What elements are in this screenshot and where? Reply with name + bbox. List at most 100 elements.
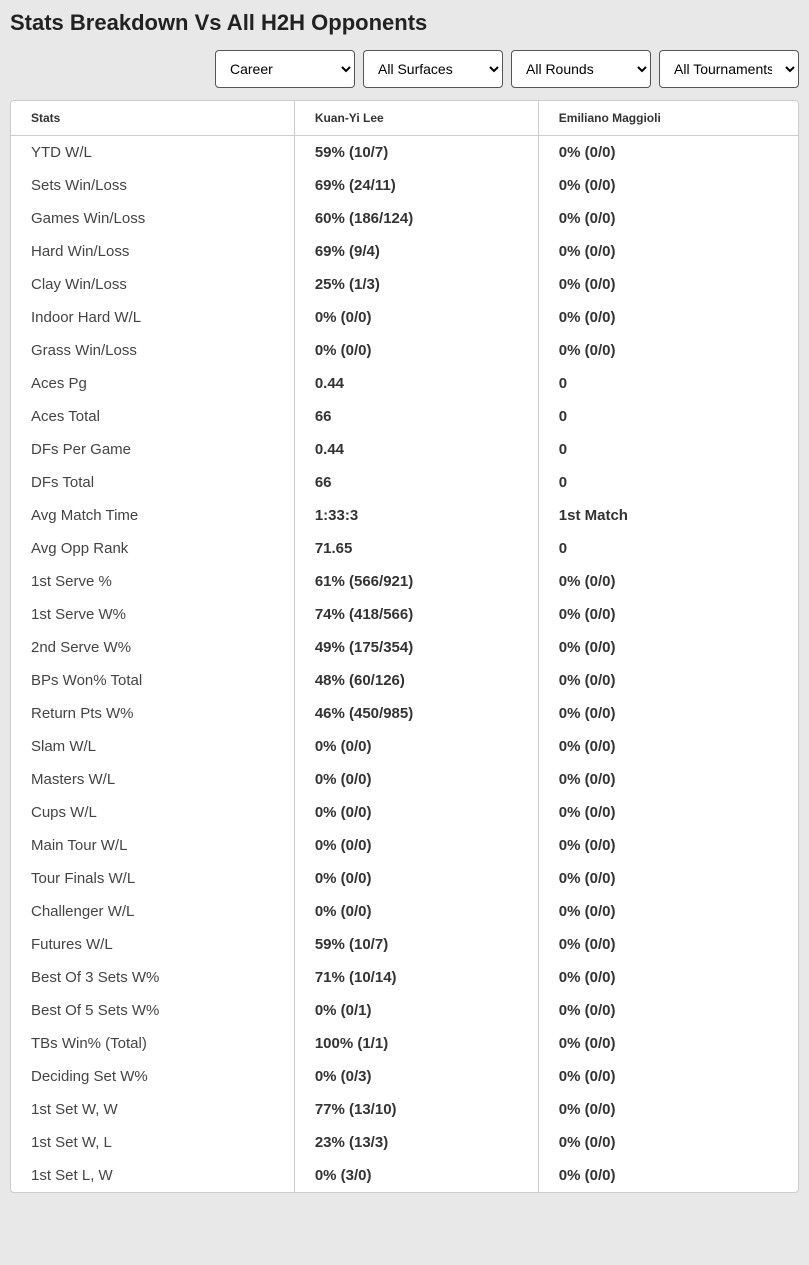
table-row: DFs Total660 bbox=[11, 466, 798, 499]
player2-value: 0% (0/0) bbox=[538, 301, 798, 334]
table-row: Masters W/L0% (0/0)0% (0/0) bbox=[11, 763, 798, 796]
table-row: Avg Opp Rank71.650 bbox=[11, 532, 798, 565]
player1-value: 61% (566/921) bbox=[294, 565, 538, 598]
player1-value: 0.44 bbox=[294, 433, 538, 466]
player1-value: 0.44 bbox=[294, 367, 538, 400]
table-row: Main Tour W/L0% (0/0)0% (0/0) bbox=[11, 829, 798, 862]
stat-label: Hard Win/Loss bbox=[11, 235, 294, 268]
player2-value: 0% (0/0) bbox=[538, 169, 798, 202]
player1-value: 60% (186/124) bbox=[294, 202, 538, 235]
player2-value: 0% (0/0) bbox=[538, 730, 798, 763]
table-row: Cups W/L0% (0/0)0% (0/0) bbox=[11, 796, 798, 829]
player1-value: 49% (175/354) bbox=[294, 631, 538, 664]
round-select[interactable]: All Rounds bbox=[511, 50, 651, 88]
stat-label: Sets Win/Loss bbox=[11, 169, 294, 202]
table-row: DFs Per Game0.440 bbox=[11, 433, 798, 466]
stat-label: Best Of 3 Sets W% bbox=[11, 961, 294, 994]
page-title: Stats Breakdown Vs All H2H Opponents bbox=[10, 10, 799, 36]
table-row: BPs Won% Total48% (60/126)0% (0/0) bbox=[11, 664, 798, 697]
player1-value: 0% (0/0) bbox=[294, 334, 538, 367]
player2-value: 0% (0/0) bbox=[538, 202, 798, 235]
stat-label: Clay Win/Loss bbox=[11, 268, 294, 301]
table-row: 1st Set L, W0% (3/0)0% (0/0) bbox=[11, 1159, 798, 1192]
player1-value: 0% (0/1) bbox=[294, 994, 538, 1027]
player2-value: 0% (0/0) bbox=[538, 631, 798, 664]
stat-label: Aces Total bbox=[11, 400, 294, 433]
period-select[interactable]: Career bbox=[215, 50, 355, 88]
player2-value: 0% (0/0) bbox=[538, 994, 798, 1027]
stat-label: Indoor Hard W/L bbox=[11, 301, 294, 334]
table-row: Games Win/Loss60% (186/124)0% (0/0) bbox=[11, 202, 798, 235]
player1-value: 77% (13/10) bbox=[294, 1093, 538, 1126]
player1-value: 0% (0/0) bbox=[294, 730, 538, 763]
table-row: Best Of 5 Sets W%0% (0/1)0% (0/0) bbox=[11, 994, 798, 1027]
player2-value: 0% (0/0) bbox=[538, 829, 798, 862]
player1-value: 0% (0/0) bbox=[294, 796, 538, 829]
player1-value: 0% (0/0) bbox=[294, 829, 538, 862]
surface-select[interactable]: All Surfaces bbox=[363, 50, 503, 88]
stat-label: Tour Finals W/L bbox=[11, 862, 294, 895]
stat-label: DFs Per Game bbox=[11, 433, 294, 466]
stat-label: 1st Set W, W bbox=[11, 1093, 294, 1126]
player2-value: 0% (0/0) bbox=[538, 1093, 798, 1126]
table-row: 1st Serve W%74% (418/566)0% (0/0) bbox=[11, 598, 798, 631]
stat-label: Avg Opp Rank bbox=[11, 532, 294, 565]
stat-label: Masters W/L bbox=[11, 763, 294, 796]
col-header-player2: Emiliano Maggioli bbox=[538, 101, 798, 136]
player2-value: 0% (0/0) bbox=[538, 796, 798, 829]
stat-label: Futures W/L bbox=[11, 928, 294, 961]
player2-value: 0 bbox=[538, 400, 798, 433]
player2-value: 0% (0/0) bbox=[538, 598, 798, 631]
player2-value: 1st Match bbox=[538, 499, 798, 532]
player1-value: 69% (24/11) bbox=[294, 169, 538, 202]
table-row: Hard Win/Loss69% (9/4)0% (0/0) bbox=[11, 235, 798, 268]
player1-value: 23% (13/3) bbox=[294, 1126, 538, 1159]
stat-label: Cups W/L bbox=[11, 796, 294, 829]
tournament-select[interactable]: All Tournaments bbox=[659, 50, 799, 88]
table-row: 1st Set W, W77% (13/10)0% (0/0) bbox=[11, 1093, 798, 1126]
table-row: Futures W/L59% (10/7)0% (0/0) bbox=[11, 928, 798, 961]
table-row: Aces Pg0.440 bbox=[11, 367, 798, 400]
player1-value: 1:33:3 bbox=[294, 499, 538, 532]
stat-label: Games Win/Loss bbox=[11, 202, 294, 235]
player2-value: 0% (0/0) bbox=[538, 961, 798, 994]
player2-value: 0% (0/0) bbox=[538, 268, 798, 301]
table-row: Tour Finals W/L0% (0/0)0% (0/0) bbox=[11, 862, 798, 895]
stat-label: BPs Won% Total bbox=[11, 664, 294, 697]
player1-value: 74% (418/566) bbox=[294, 598, 538, 631]
col-header-player1: Kuan-Yi Lee bbox=[294, 101, 538, 136]
stat-label: 2nd Serve W% bbox=[11, 631, 294, 664]
player1-value: 71% (10/14) bbox=[294, 961, 538, 994]
table-row: TBs Win% (Total)100% (1/1)0% (0/0) bbox=[11, 1027, 798, 1060]
player1-value: 69% (9/4) bbox=[294, 235, 538, 268]
player1-value: 59% (10/7) bbox=[294, 136, 538, 170]
player2-value: 0% (0/0) bbox=[538, 862, 798, 895]
table-row: Clay Win/Loss25% (1/3)0% (0/0) bbox=[11, 268, 798, 301]
player1-value: 0% (0/3) bbox=[294, 1060, 538, 1093]
stat-label: Challenger W/L bbox=[11, 895, 294, 928]
player2-value: 0% (0/0) bbox=[538, 1027, 798, 1060]
player2-value: 0 bbox=[538, 433, 798, 466]
stat-label: 1st Set L, W bbox=[11, 1159, 294, 1192]
player1-value: 0% (0/0) bbox=[294, 763, 538, 796]
player1-value: 0% (0/0) bbox=[294, 301, 538, 334]
player1-value: 66 bbox=[294, 466, 538, 499]
player1-value: 0% (0/0) bbox=[294, 862, 538, 895]
player2-value: 0% (0/0) bbox=[538, 136, 798, 170]
col-header-stats: Stats bbox=[11, 101, 294, 136]
table-row: Avg Match Time1:33:31st Match bbox=[11, 499, 798, 532]
player2-value: 0% (0/0) bbox=[538, 565, 798, 598]
table-row: Return Pts W%46% (450/985)0% (0/0) bbox=[11, 697, 798, 730]
table-row: Grass Win/Loss0% (0/0)0% (0/0) bbox=[11, 334, 798, 367]
player2-value: 0% (0/0) bbox=[538, 235, 798, 268]
stat-label: Deciding Set W% bbox=[11, 1060, 294, 1093]
stats-table: Stats Kuan-Yi Lee Emiliano Maggioli YTD … bbox=[11, 101, 798, 1192]
player2-value: 0 bbox=[538, 466, 798, 499]
stat-label: 1st Set W, L bbox=[11, 1126, 294, 1159]
table-row: 1st Serve %61% (566/921)0% (0/0) bbox=[11, 565, 798, 598]
player1-value: 100% (1/1) bbox=[294, 1027, 538, 1060]
table-row: Slam W/L0% (0/0)0% (0/0) bbox=[11, 730, 798, 763]
player1-value: 25% (1/3) bbox=[294, 268, 538, 301]
table-row: YTD W/L59% (10/7)0% (0/0) bbox=[11, 136, 798, 170]
player2-value: 0% (0/0) bbox=[538, 895, 798, 928]
